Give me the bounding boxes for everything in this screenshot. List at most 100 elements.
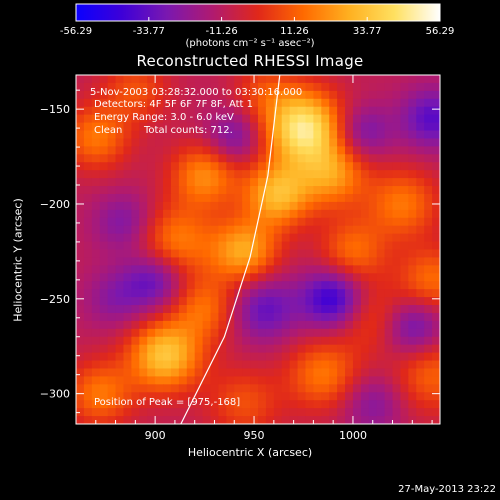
heatmap-cell	[329, 178, 338, 187]
heatmap-cell	[368, 312, 378, 322]
heatmap-cell	[313, 130, 322, 140]
heatmap-cell	[329, 384, 338, 393]
heatmap-cell	[218, 170, 227, 179]
heatmap-cell	[107, 400, 117, 409]
heatmap-cell	[297, 281, 307, 290]
heatmap-cell	[313, 233, 322, 243]
heatmap-cell	[186, 376, 196, 385]
heatmap-cell	[147, 392, 156, 401]
heatmap-cell	[123, 416, 132, 424]
heatmap-cell	[131, 193, 140, 203]
heatmap-cell	[384, 241, 394, 251]
heatmap-cell	[384, 138, 394, 147]
heatmap-cell	[376, 257, 386, 266]
heatmap-cell	[194, 416, 204, 424]
heatmap-cell	[345, 130, 354, 140]
heatmap-cell	[242, 241, 251, 251]
heatmap-cell	[218, 186, 227, 195]
heatmap-cell	[99, 289, 109, 298]
heatmap-cell	[329, 130, 338, 140]
heatmap-cell	[273, 233, 283, 243]
heatmap-cell	[76, 312, 85, 322]
heatmap-cell	[321, 336, 330, 346]
heatmap-cell	[345, 193, 354, 203]
heatmap-cell	[360, 257, 370, 266]
heatmap-cell	[107, 106, 117, 116]
heatmap-cell	[273, 130, 283, 140]
heatmap-cell	[218, 146, 227, 155]
heatmap-cell	[242, 376, 251, 385]
heatmap-cell	[139, 265, 148, 274]
heatmap-cell	[329, 201, 338, 211]
heatmap-cell	[424, 170, 433, 179]
heatmap-cell	[360, 90, 370, 100]
heatmap-cell	[408, 273, 417, 282]
heatmap-cell	[321, 170, 330, 179]
heatmap-cell	[123, 368, 132, 378]
heatmap-cell	[258, 138, 267, 147]
heatmap-cell	[170, 328, 180, 338]
heatmap-cell	[384, 249, 394, 259]
heatmap-cell	[131, 209, 140, 219]
heatmap-cell	[99, 114, 109, 124]
heatmap-cell	[186, 90, 196, 100]
heatmap-cell	[424, 241, 433, 251]
heatmap-cell	[218, 392, 227, 401]
heatmap-cell	[147, 265, 156, 274]
heatmap-cell	[337, 352, 346, 362]
heatmap-cell	[408, 289, 417, 298]
heatmap-cell	[242, 368, 251, 378]
heatmap-cell	[281, 344, 291, 354]
heatmap-cell	[250, 82, 259, 92]
heatmap-cell	[83, 154, 93, 163]
heatmap-cell	[147, 408, 156, 417]
heatmap-cell	[345, 154, 354, 163]
heatmap-cell	[281, 249, 291, 259]
heatmap-cell	[432, 265, 440, 274]
heatmap-cell	[321, 75, 330, 84]
heatmap-cell	[147, 328, 156, 338]
heatmap-cell	[424, 186, 433, 195]
heatmap-cell	[345, 170, 354, 179]
heatmap-cell	[91, 122, 101, 132]
heatmap-cell	[178, 360, 188, 370]
heatmap-cell	[297, 193, 307, 203]
heatmap-cell	[258, 408, 267, 417]
heatmap-cell	[123, 201, 132, 211]
heatmap-cell	[91, 233, 101, 243]
heatmap-cell	[289, 106, 299, 116]
heatmap-cell	[376, 273, 386, 282]
heatmap-cell	[218, 209, 227, 219]
heatmap-cell	[345, 416, 354, 424]
heatmap-cell	[170, 154, 180, 163]
heatmap-cell	[321, 281, 330, 290]
heatmap-cell	[265, 241, 275, 251]
heatmap-cell	[384, 162, 394, 171]
heatmap-cell	[76, 178, 85, 187]
heatmap-cell	[376, 241, 386, 251]
heatmap-cell	[91, 154, 101, 163]
heatmap-cell	[99, 75, 109, 84]
heatmap-cell	[147, 90, 156, 100]
heatmap-cell	[321, 90, 330, 100]
heatmap-cell	[107, 368, 117, 378]
heatmap-cell	[210, 233, 220, 243]
heatmap-cell	[218, 178, 227, 187]
heatmap-cell	[258, 336, 267, 346]
heatmap-cell	[297, 273, 307, 282]
heatmap-cell	[297, 320, 307, 330]
heatmap-cell	[329, 400, 338, 409]
heatmap-cell	[384, 122, 394, 132]
heatmap-cell	[99, 178, 109, 187]
heatmap-cell	[416, 201, 425, 211]
heatmap-cell	[289, 400, 299, 409]
heatmap-cell	[408, 82, 417, 92]
heatmap-cell	[258, 344, 267, 354]
heatmap-cell	[424, 336, 433, 346]
heatmap-cell	[147, 241, 156, 251]
heatmap-cell	[91, 90, 101, 100]
heatmap-cell	[76, 320, 85, 330]
heatmap-cell	[360, 368, 370, 378]
heatmap-cell	[337, 122, 346, 132]
heatmap-cell	[163, 241, 172, 251]
